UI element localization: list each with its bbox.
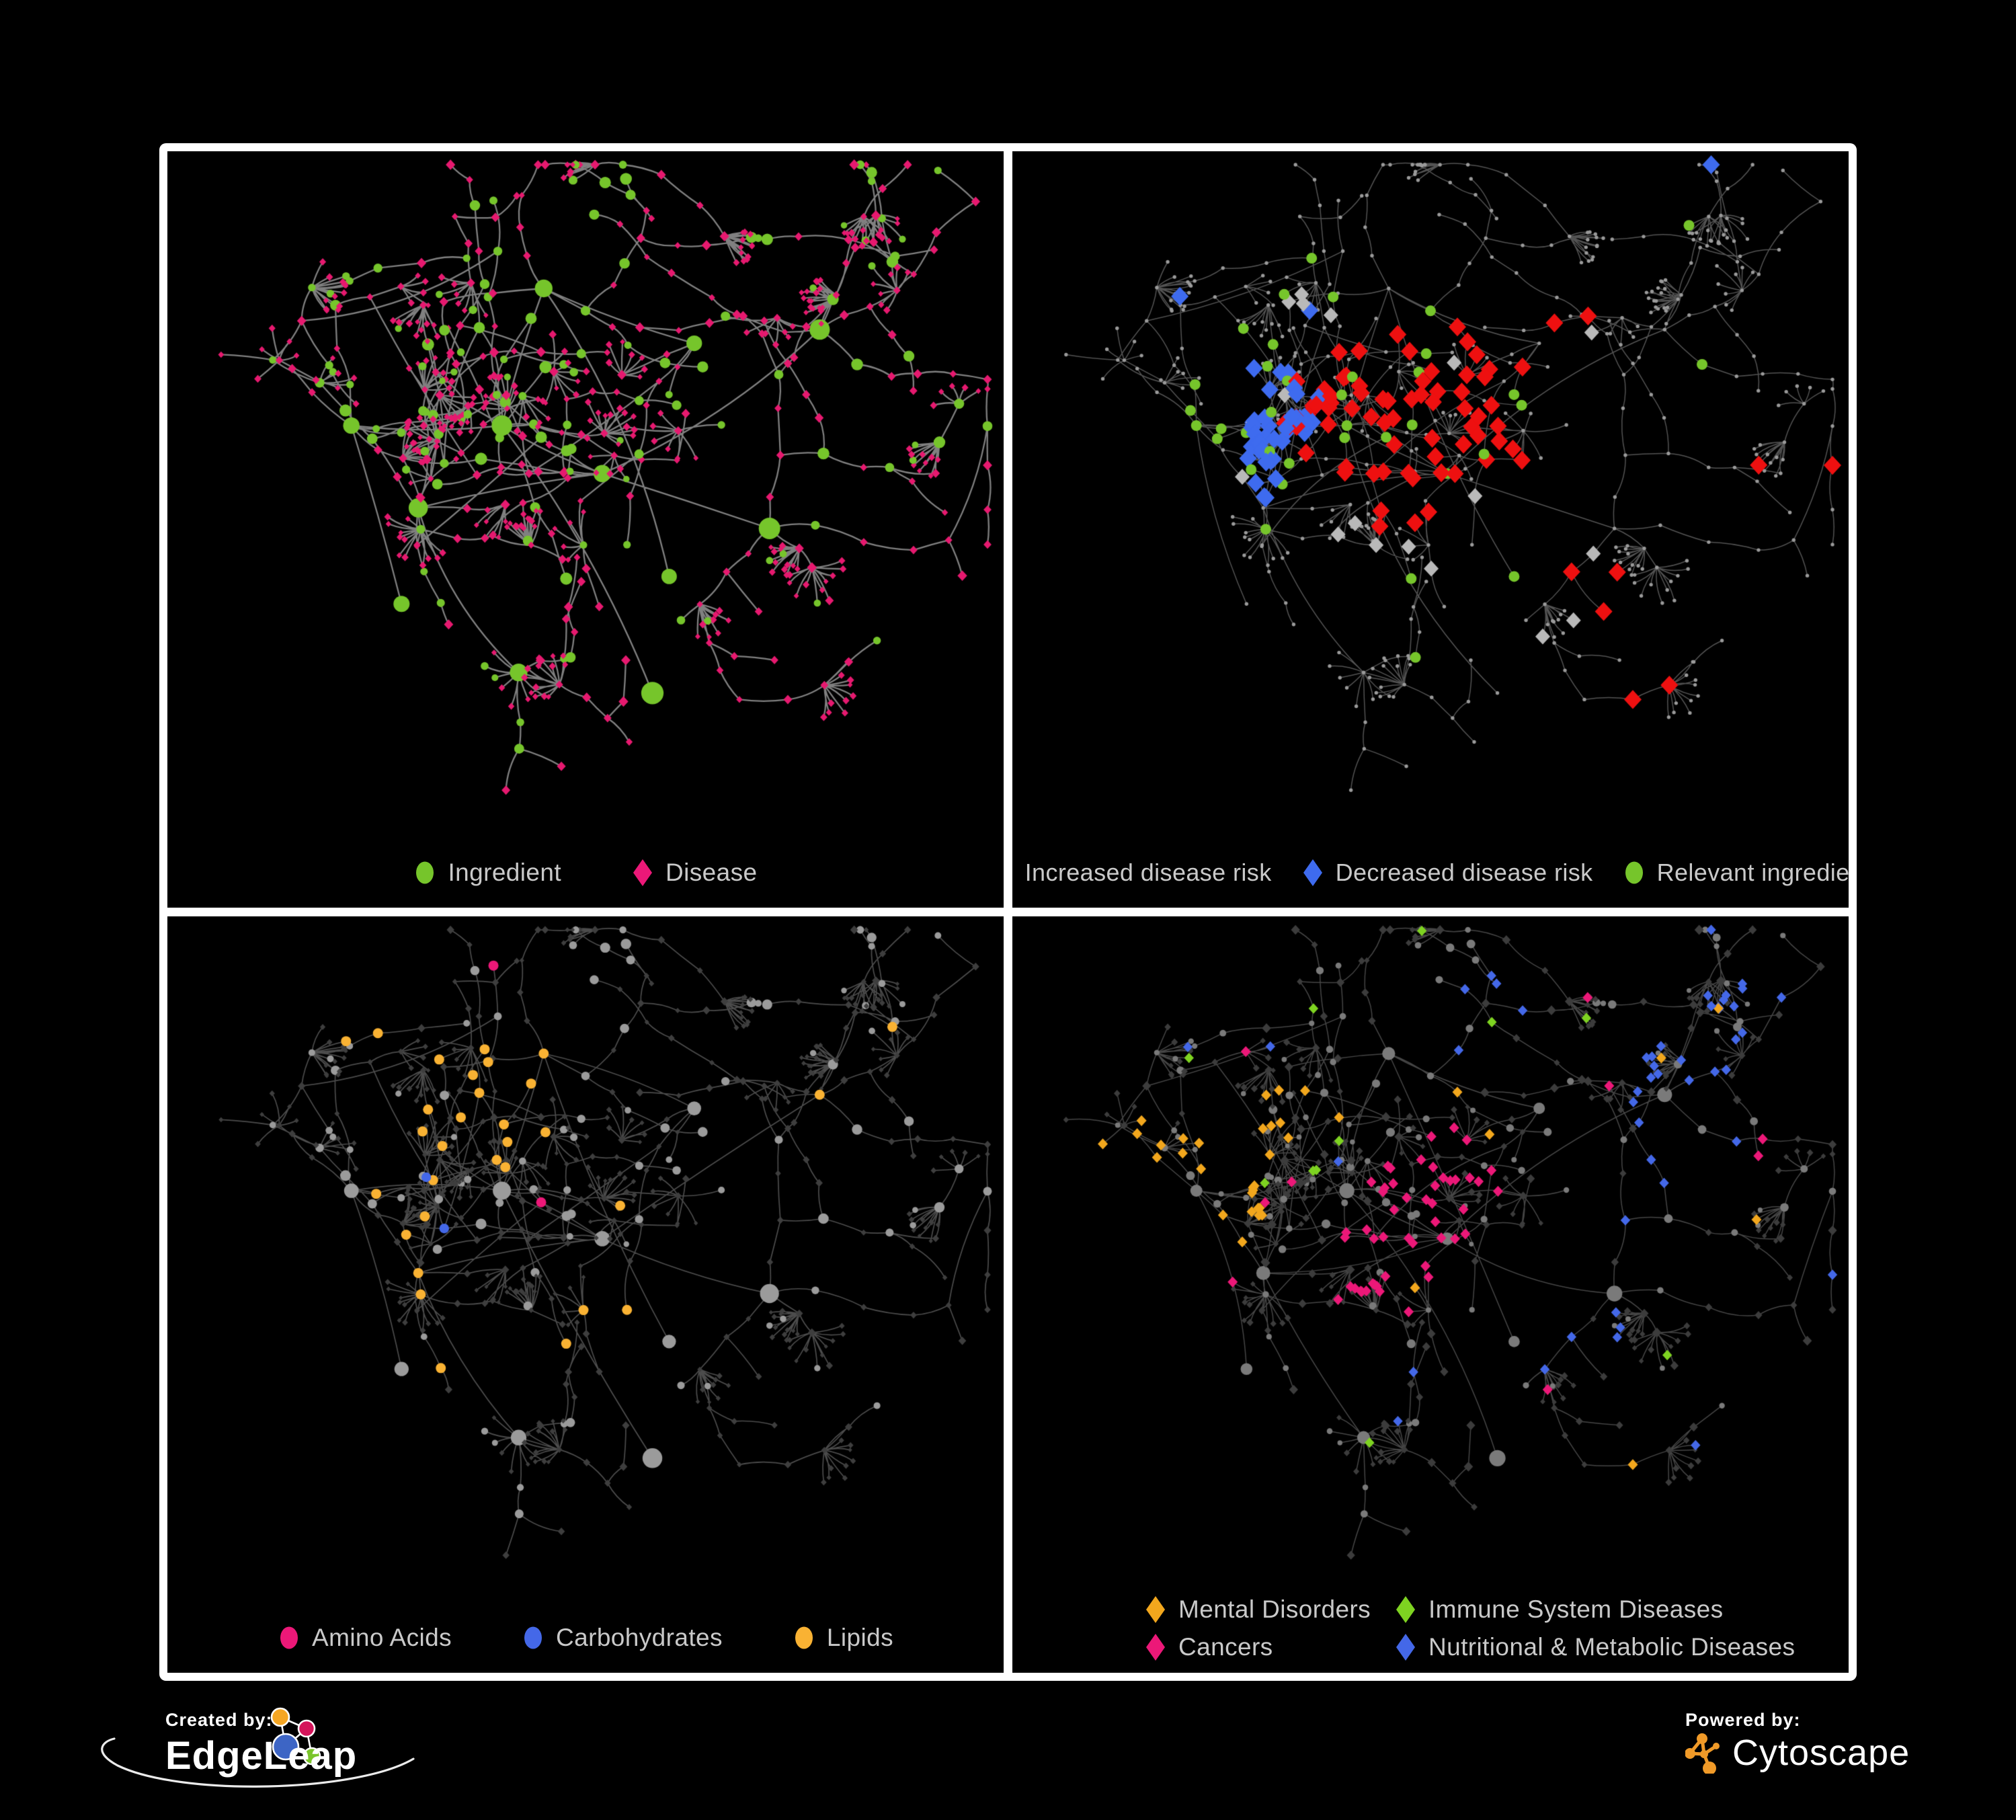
legend-disease-risk: Increased disease risk Decreased disease…	[1012, 858, 1849, 887]
legend-item-mental-disorders: Mental Disorders	[1144, 1595, 1394, 1624]
diamond-marker-icon	[1303, 859, 1322, 886]
legend-ingredient-disease: Ingredient Disease	[167, 858, 1004, 887]
network-canvas-nutrient-classes	[167, 916, 1004, 1673]
legend-label: Immune System Diseases	[1428, 1595, 1724, 1623]
circle-marker-icon	[524, 1626, 542, 1649]
legend-item-increased-risk: Increased disease risk	[1012, 858, 1272, 887]
edgeleap-logo-art	[101, 1707, 415, 1788]
legend-label: Cancers	[1178, 1633, 1273, 1661]
circle-marker-icon	[1625, 861, 1643, 884]
diamond-marker-icon	[1146, 1596, 1165, 1623]
legend-item-nutritional-metabolic-diseases: Nutritional & Metabolic Diseases	[1394, 1632, 1795, 1662]
edgeleap-node-green	[303, 1747, 321, 1766]
legend-item-cancers: Cancers	[1144, 1632, 1394, 1662]
legend-disease-classes: Mental Disorders Immune System Diseases …	[1144, 1595, 1795, 1662]
panel-nutrient-classes: Amino Acids Carbohydrates Lipids	[167, 916, 1004, 1673]
diamond-marker-icon	[633, 859, 653, 886]
network-canvas-disease-risk	[1012, 151, 1849, 908]
diamond-marker-icon	[1396, 1634, 1415, 1661]
edgeleap-wordmark: EdgeLeap	[165, 1734, 358, 1778]
created-by-label: Created by:	[165, 1710, 273, 1730]
legend-item-carbohydrates: Carbohydrates	[522, 1623, 723, 1653]
powered-by-label: Powered by:	[1685, 1710, 1801, 1730]
edgeleap-node-orange	[270, 1707, 290, 1727]
diamond-marker-icon	[1146, 1634, 1165, 1661]
legend-label: Relevant ingredient	[1656, 859, 1849, 886]
legend-item-decreased-risk: Decreased disease risk	[1301, 858, 1593, 887]
edgeleap-swoosh	[101, 1737, 415, 1788]
legend-item-amino-acids: Amino Acids	[278, 1623, 452, 1653]
cytoscape-wordmark: Cytoscape	[1732, 1733, 1910, 1773]
legend-label: Amino Acids	[312, 1624, 452, 1651]
circle-marker-icon	[795, 1626, 813, 1649]
edgeleap-node-magenta	[297, 1719, 316, 1738]
legend-item-immune-system-diseases: Immune System Diseases	[1394, 1595, 1795, 1624]
edgeleap-node-blue	[272, 1733, 300, 1761]
legend-label: Decreased disease risk	[1335, 859, 1593, 886]
created-by-block: Created by: EdgeLeap	[165, 1710, 357, 1778]
legend-label: Disease	[666, 859, 758, 886]
legend-label: Nutritional & Metabolic Diseases	[1428, 1633, 1796, 1661]
panel-disease-classes: Mental Disorders Immune System Diseases …	[1012, 916, 1849, 1673]
legend-label: Carbohydrates	[556, 1624, 723, 1651]
panel-disease-risk: Increased disease risk Decreased disease…	[1012, 151, 1849, 908]
legend-label: Mental Disorders	[1178, 1595, 1371, 1623]
panel-grid: Ingredient Disease Increased disease ris…	[159, 143, 1857, 1681]
powered-by-block: Powered by: Cytoscape	[1685, 1710, 1910, 1774]
cytoscape-logo-icon	[1685, 1733, 1720, 1774]
legend-label: Lipids	[826, 1624, 893, 1651]
legend-item-relevant-ingredient: Relevant ingredient	[1623, 858, 1849, 887]
network-canvas-disease-classes	[1012, 916, 1849, 1673]
circle-marker-icon	[280, 1626, 298, 1649]
cytoscape-brand: Cytoscape	[1685, 1732, 1910, 1774]
diamond-marker-icon	[1396, 1596, 1415, 1623]
legend-nutrient-classes: Amino Acids Carbohydrates Lipids	[167, 1623, 1004, 1653]
legend-label: Ingredient	[448, 859, 562, 886]
diamond-marker-icon	[1012, 858, 1014, 887]
circle-marker-icon	[416, 861, 434, 884]
legend-item-ingredient: Ingredient	[413, 858, 561, 887]
legend-item-lipids: Lipids	[793, 1623, 893, 1653]
legend-item-disease: Disease	[631, 858, 757, 887]
network-canvas-ingredient-disease	[167, 151, 1004, 908]
legend-label: Increased disease risk	[1024, 859, 1272, 886]
panel-ingredient-disease: Ingredient Disease	[167, 151, 1004, 908]
